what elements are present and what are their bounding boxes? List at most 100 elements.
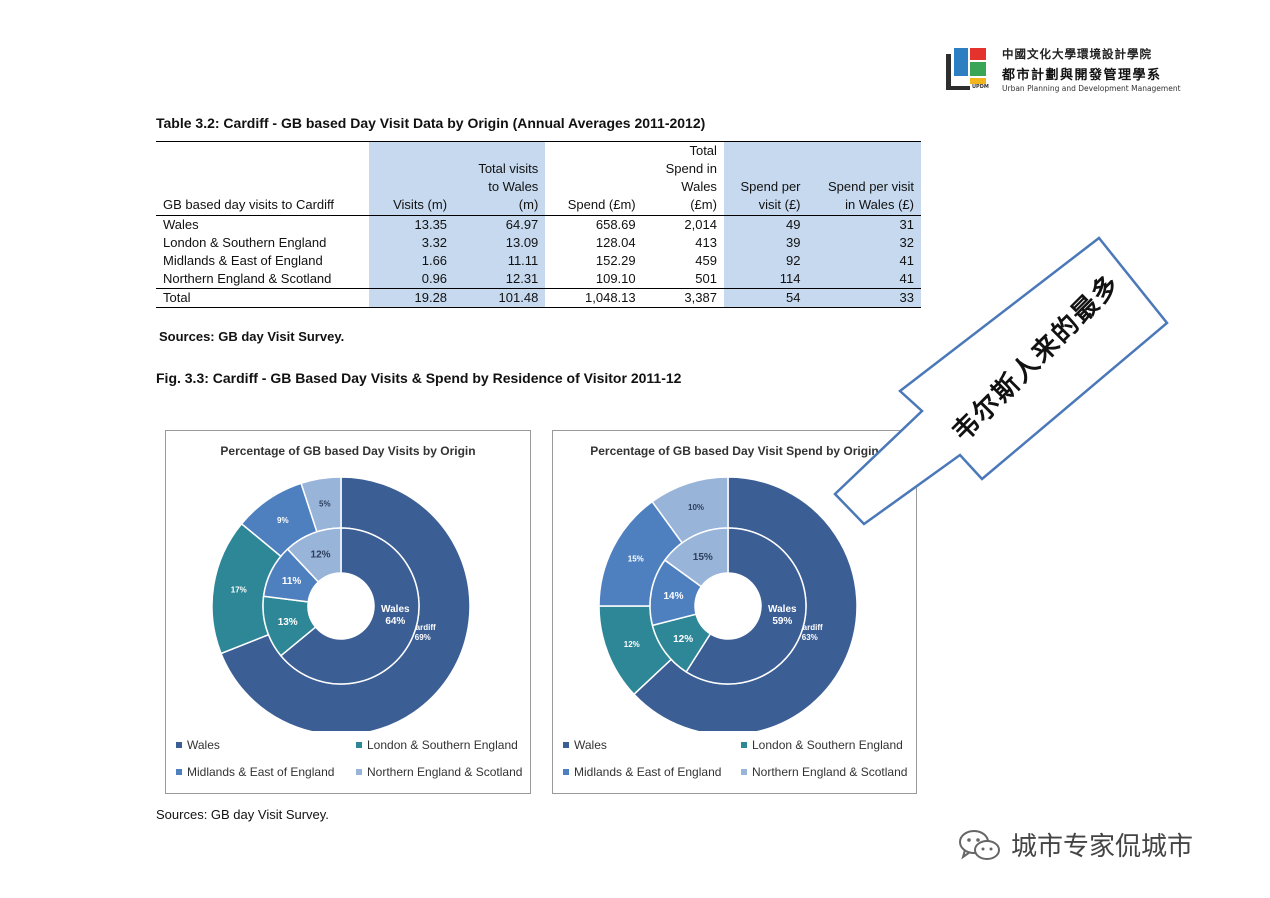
chart-title: Percentage of GB based Day Visits by Ori… [220, 444, 476, 458]
table-cell: 128.04 [595, 235, 636, 250]
legend-item-london: London & Southern England [356, 738, 518, 752]
table-total-row: Total 19.28 101.48 1,048.13 3,387 54 33 [156, 288, 921, 308]
table-title: Table 3.2: Cardiff - GB based Day Visit … [156, 115, 706, 131]
slice-label: 11% [282, 576, 302, 587]
slice-label: 15% [693, 552, 713, 563]
legend-label: Midlands & East of England [187, 765, 335, 779]
chart-panel-visits: Percentage of GB based Day Visits by Ori… [165, 430, 531, 794]
table-cell: 41 [807, 270, 921, 289]
table-cell: 114 [723, 270, 808, 289]
legend-item-midlands: Midlands & East of England [563, 765, 721, 779]
row-label: Northern England & Scotland [163, 271, 332, 286]
row-label: Wales [163, 217, 199, 232]
legend-item-wales: Wales [176, 738, 220, 752]
table-cell: 92 [723, 252, 808, 270]
header-visits: Visits (m) [368, 141, 455, 216]
table-header-row: GB based day visits to Cardiff Visits (m… [156, 141, 921, 216]
header-spend-per-visit: Spend per visit (£) [723, 141, 808, 216]
donut-slice-inner [685, 527, 807, 685]
legend-label: Wales [187, 738, 220, 752]
table-sources: Sources: GB day Visit Survey. [159, 329, 345, 344]
header-total-visits-wales: Total visits to Wales (m) [454, 141, 546, 216]
callout-arrow-icon [833, 236, 1169, 526]
legend-label: Midlands & East of England [574, 765, 722, 779]
table-cell: 12.31 [454, 270, 546, 289]
table-cell: 3.32 [368, 234, 455, 252]
slice-label: 10% [688, 503, 704, 512]
table-cell: 501 [695, 271, 717, 286]
chart-panel-spend: Percentage of GB based Day Visit Spend b… [552, 430, 917, 794]
table-row: Midlands & East of England 1.66 11.11 152.2… [156, 252, 921, 270]
table-cell: 2,014 [684, 217, 717, 232]
legend-swatch [356, 768, 362, 775]
donut-slice-inner [663, 527, 729, 588]
table-cell: 1,048.13 [585, 290, 636, 305]
table-cell: 32 [807, 234, 921, 252]
table-cell: 13.35 [368, 215, 455, 234]
legend-swatch [356, 741, 362, 748]
header-total-spend-wales: Total Spend in Wales (£m) [665, 143, 717, 212]
slice-label: 14% [663, 591, 683, 602]
slice-label: Wales 59% [768, 604, 797, 627]
donut-slice-inner [286, 527, 342, 584]
donut-chart-visits: Cardiff 69% 17% 9% 5% Wales 64% 13% 11% 12% [211, 476, 471, 731]
legend-swatch [741, 741, 747, 748]
table-cell: 101.48 [454, 288, 546, 308]
row-label: Midlands & East of England [163, 253, 323, 268]
row-label: Total [163, 290, 191, 305]
legend-swatch [741, 768, 747, 775]
header-origin: GB based day visits to Cardiff [163, 197, 335, 212]
table-cell: 33 [807, 288, 921, 308]
logo-college-name: 中國文化大學環境設計學院 [1002, 47, 1152, 61]
legend-item-midlands: Midlands & East of England [176, 765, 334, 779]
legend-item-london: London & Southern England [741, 738, 903, 752]
table-row: London & Southern England 3.32 13.09 128.04… [156, 234, 921, 252]
legend-swatch [563, 768, 569, 775]
slice-label: Cardiff 69% [410, 623, 436, 642]
slice-label: 12% [311, 550, 331, 561]
header-spend: Spend (£m) [567, 197, 636, 212]
table-cell: 11.11 [454, 252, 546, 270]
legend-label: London & Southern England [752, 738, 903, 752]
slice-label: 9% [277, 516, 289, 525]
header-spend-per-visit-wales: Spend per visit in Wales (£) [807, 141, 921, 216]
table-cell: 1.66 [368, 252, 455, 270]
logo-english-name: Urban Planning and Development Managemen… [1002, 84, 1181, 93]
slice-label: 5% [319, 499, 331, 508]
legend-label: Northern England & Scotland [752, 765, 908, 779]
logo-mark-icon [946, 48, 986, 90]
table-cell: 31 [807, 215, 921, 234]
slice-label: Cardiff 63% [797, 623, 823, 642]
donut-slice-inner [279, 527, 420, 685]
legend-label: London & Southern England [367, 738, 518, 752]
legend-swatch [563, 741, 569, 748]
table-cell: 19.28 [368, 288, 455, 308]
legend-swatch [176, 741, 182, 748]
table-row: Wales 13.35 64.97 658.69 2,014 49 31 [156, 215, 921, 234]
legend-swatch [176, 768, 182, 775]
figure-sources: Sources: GB day Visit Survey. [156, 807, 329, 822]
watermark-text: 城市专家侃城市 [1011, 832, 1194, 862]
header-logo: UPDM 中國文化大學環境設計學院 都市計劃與開發管理學系 Urban Plan… [946, 46, 1181, 94]
table-cell: 41 [807, 252, 921, 270]
table-cell: 64.97 [454, 215, 546, 234]
slice-label: 12% [673, 634, 693, 645]
slice-label: 15% [628, 555, 644, 564]
slice-label: Wales 64% [381, 604, 410, 627]
logo-abbreviation: UPDM [972, 84, 989, 90]
slice-label: 17% [231, 585, 247, 594]
table-cell: 109.10 [595, 271, 636, 286]
table-cell: 49 [723, 215, 808, 234]
table-cell: 0.96 [368, 270, 455, 289]
legend-label: Wales [574, 738, 607, 752]
chart-title: Percentage of GB based Day Visit Spend b… [590, 444, 879, 458]
donut-chart-spend: Cardiff 63% 12% 15% 10% Wales 59% 12% 14% 15% [598, 476, 858, 731]
day-visit-table: GB based day visits to Cardiff Visits (m… [156, 141, 921, 308]
table-cell: 39 [723, 234, 808, 252]
table-cell: 3,387 [684, 290, 717, 305]
slice-label: 13% [278, 617, 298, 628]
wechat-icon [959, 830, 1000, 860]
table-cell: 54 [723, 288, 808, 308]
table-cell: 658.69 [595, 217, 636, 232]
row-label: London & Southern England [163, 235, 327, 250]
